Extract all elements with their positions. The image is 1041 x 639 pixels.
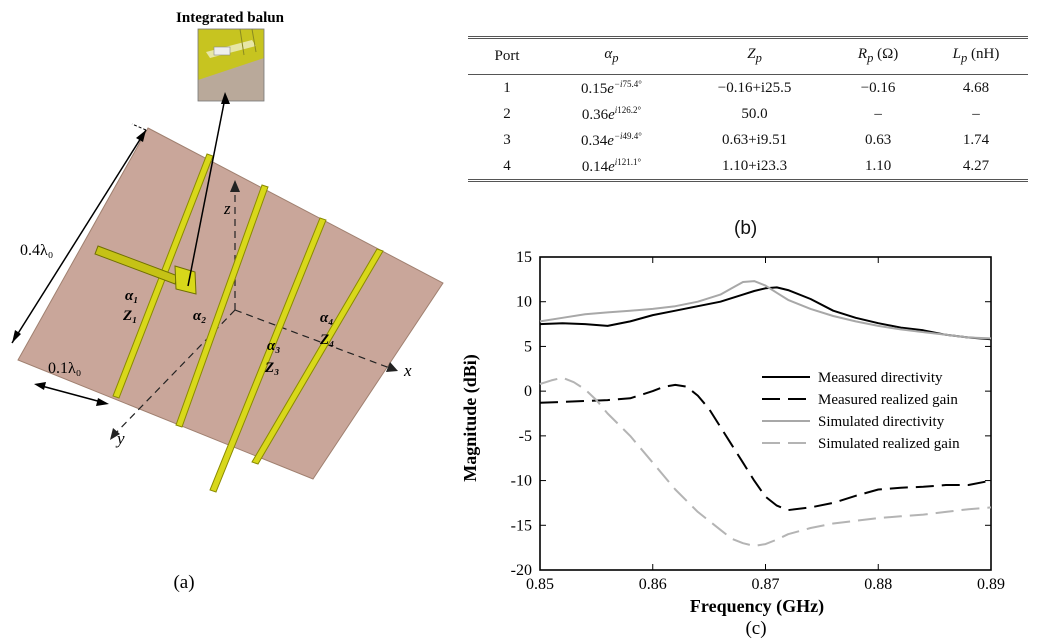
port-1-impedance: Z₁ [122,308,137,324]
cell-port: 1 [503,79,511,96]
series-lines [539,280,992,547]
cell-inductance: 4.27 [962,157,990,174]
y-tick-label: -10 [511,473,532,490]
cell-resistance: −0.16 [860,79,896,96]
gain-directivity-chart: 0.85 0.86 0.87 0.88 0.89 15 10 5 0 -5 -10 -15 -20 Me… [460,249,1005,639]
port-3-impedance: Z₃ [264,360,279,376]
x-tick-label: 0.88 [864,576,892,593]
dimension-arrows [11,123,147,406]
table-row: 1 0.15e−i75.4° −0.16+i25.5 −0.16 4.68 [468,75,1028,102]
table-row: 4 0.14ei121.1° 1.10+i23.3 1.10 4.27 [468,153,1028,181]
substrate [17,127,444,480]
cell-resistance: – [874,105,882,122]
cell-port: 2 [503,105,511,122]
series-line-4 [539,376,992,547]
balun-title: Integrated balun [176,10,285,26]
table-header-row: Port αp Zp Rp (Ω) Lp (nH) [468,37,1028,75]
y-tick-label: -15 [511,517,532,534]
cell-port: 4 [503,157,511,174]
x-tick-label: 0.89 [977,576,1005,593]
cell-alpha: 0.15e−i75.4° [581,78,642,97]
col-header-impedance: Zp [676,37,833,75]
balun-pointer-line [187,97,226,287]
y-tick-label: 15 [516,249,532,266]
legend-label-1: Measured directivity [818,370,943,386]
dipole-strip-3 [209,217,327,493]
cell-resistance: 0.63 [864,131,892,148]
dipole-strip-4 [251,248,384,465]
y-tick-label: 10 [516,294,532,311]
port-2-alpha: α₂ [193,308,207,324]
cell-inductance: – [972,105,980,122]
x-tick-label: 0.86 [639,576,667,593]
axis-ticks: 0.85 0.86 0.87 0.88 0.89 15 10 5 0 -5 -10 -15 -20 [511,249,1005,593]
axis-y-label: y [115,429,125,448]
cell-alpha: 0.14ei121.1° [581,156,642,175]
legend-label-4: Simulated realized gain [818,436,960,452]
dimension-short-label: 0.1λ₀ [48,360,81,377]
col-header-alpha: αp [546,37,677,75]
dipole-strip-2 [175,184,269,428]
port-3-alpha: α₃ [267,338,281,354]
coordinate-axes [110,180,398,440]
cell-alpha: 0.34e−i49.4° [581,130,642,149]
table-row: 2 0.36ei126.2° 50.0 – – [468,101,1028,127]
dimension-long-label: 0.4λ₀ [20,242,53,259]
x-tick-label: 0.87 [752,576,780,593]
series-line-3 [539,280,992,340]
cell-alpha: 0.36ei126.2° [581,104,642,123]
antenna-illustration: Integrated balun x y z [11,10,444,593]
cell-port: 3 [503,131,511,148]
col-header-inductance: Lp (nH) [924,37,1028,75]
dipole-strips [112,153,384,493]
legend-label-2: Measured realized gain [818,392,958,408]
y-tick-label: 5 [524,338,532,355]
caption-a: (a) [173,572,194,593]
y-tick-label: -20 [511,562,532,579]
port-4-impedance: Z₄ [319,332,334,348]
port-parameter-table-panel: Port αp Zp Rp (Ω) Lp (nH) 1 0.15e−i75.4°… [468,36,1028,182]
y-tick-label: 0 [524,383,532,400]
legend: Measured directivity Measured realized ga… [762,370,960,452]
caption-c: (c) [745,618,766,639]
cell-impedance: 50.0 [741,105,768,122]
balun-inset-image [197,28,265,102]
port-1-alpha: α₁ [125,288,139,304]
series-line-2 [539,383,992,512]
table-row: 3 0.34e−i49.4° 0.63+i9.51 0.63 1.74 [468,127,1028,153]
series-line-1 [539,286,992,341]
caption-b: (b) [734,218,758,239]
col-header-port: Port [468,37,546,75]
cell-impedance: −0.16+i25.5 [717,79,792,96]
port-parameter-table: Port αp Zp Rp (Ω) Lp (nH) 1 0.15e−i75.4°… [468,36,1028,182]
cell-resistance: 1.10 [864,157,892,174]
x-axis-label: Frequency (GHz) [690,596,824,617]
y-tick-label: -5 [519,428,532,445]
axis-z-label: z [223,199,231,218]
cell-impedance: 0.63+i9.51 [721,131,788,148]
y-axis-label: Magnitude (dBi) [460,354,481,482]
cell-impedance: 1.10+i23.3 [721,157,788,174]
axis-x-label: x [403,361,412,380]
cell-inductance: 4.68 [962,79,990,96]
balun-pointer-arrow [221,92,230,104]
x-tick-label: 0.85 [526,576,554,593]
cell-inductance: 1.74 [962,131,990,148]
port-4-alpha: α₄ [320,310,334,326]
col-header-resistance: Rp (Ω) [832,37,924,75]
legend-label-3: Simulated directivity [818,414,945,430]
